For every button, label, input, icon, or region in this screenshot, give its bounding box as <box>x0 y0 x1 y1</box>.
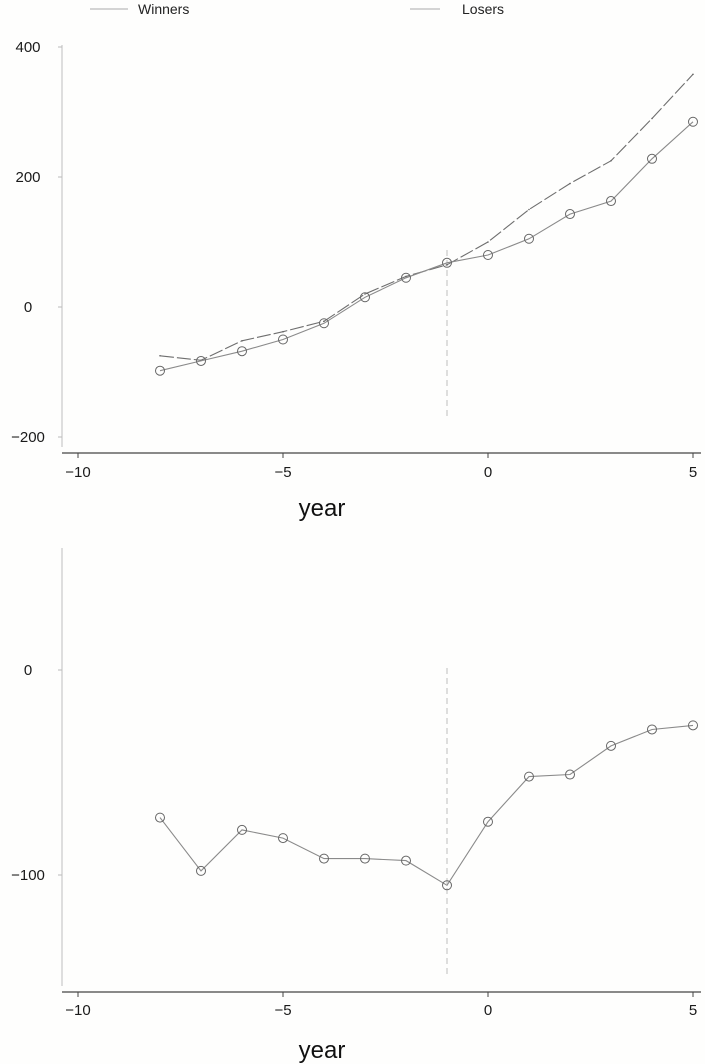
data-point <box>360 292 370 303</box>
data-point <box>688 116 698 127</box>
data-point <box>196 355 206 366</box>
y-tick-label: 0 <box>24 662 32 679</box>
data-point <box>278 833 288 844</box>
data-point <box>647 724 657 735</box>
data-point <box>647 153 657 164</box>
data-point <box>606 740 616 751</box>
data-point <box>405 275 407 278</box>
chart-top: year −200 0 200 400 −10 −5 0 5 <box>11 39 701 522</box>
data-point <box>692 73 694 76</box>
x-tick-label: 0 <box>484 464 492 481</box>
data-point <box>524 233 534 244</box>
legend: Winners Losers <box>90 1 504 17</box>
data-point <box>323 320 325 323</box>
series-line <box>159 121 694 372</box>
data-point <box>282 330 284 333</box>
data-point <box>319 318 329 329</box>
x-tick-label: 0 <box>484 1002 492 1019</box>
data-point <box>651 117 653 120</box>
data-point <box>360 853 370 864</box>
x-axis-title: year <box>299 495 346 522</box>
data-point <box>524 771 534 782</box>
data-point <box>442 880 452 891</box>
x-tick-label: −5 <box>274 464 291 481</box>
chart-bottom: year −100 0 −10 −5 0 5 <box>11 548 701 1064</box>
data-point <box>196 865 206 876</box>
data-point <box>610 159 612 162</box>
data-point <box>237 824 247 835</box>
data-point <box>159 354 161 357</box>
data-point <box>155 365 165 376</box>
x-tick-label: −5 <box>274 1002 291 1019</box>
data-point <box>401 272 411 283</box>
data-point <box>606 196 616 207</box>
data-point <box>237 346 247 357</box>
data-point <box>442 257 452 268</box>
series-line <box>159 724 694 887</box>
data-point <box>241 340 243 342</box>
legend-label-winners: Winners <box>138 1 189 17</box>
x-tick-label: −10 <box>65 1002 90 1019</box>
x-tick-label: 5 <box>689 1002 697 1019</box>
data-point <box>446 263 448 266</box>
data-point <box>483 250 493 260</box>
data-point <box>688 720 698 731</box>
y-tick-label: 0 <box>24 299 32 316</box>
data-point <box>569 182 571 185</box>
data-point <box>528 208 530 211</box>
y-tick-label: 400 <box>15 39 40 56</box>
data-point <box>565 209 575 220</box>
y-tick-label: −200 <box>11 429 45 446</box>
data-point <box>401 855 411 866</box>
data-point <box>364 293 366 295</box>
data-point <box>155 812 165 823</box>
y-tick-label: 200 <box>15 169 40 186</box>
data-point <box>319 853 329 864</box>
legend-label-losers: Losers <box>462 1 504 17</box>
y-tick-label: −100 <box>11 867 45 884</box>
data-point <box>565 769 575 780</box>
data-point <box>487 241 489 243</box>
x-axis-title: year <box>299 1037 346 1064</box>
x-tick-label: −10 <box>65 464 90 481</box>
data-point <box>483 816 493 827</box>
x-tick-label: 5 <box>689 464 697 481</box>
series-line <box>159 73 694 361</box>
data-point <box>278 334 288 345</box>
